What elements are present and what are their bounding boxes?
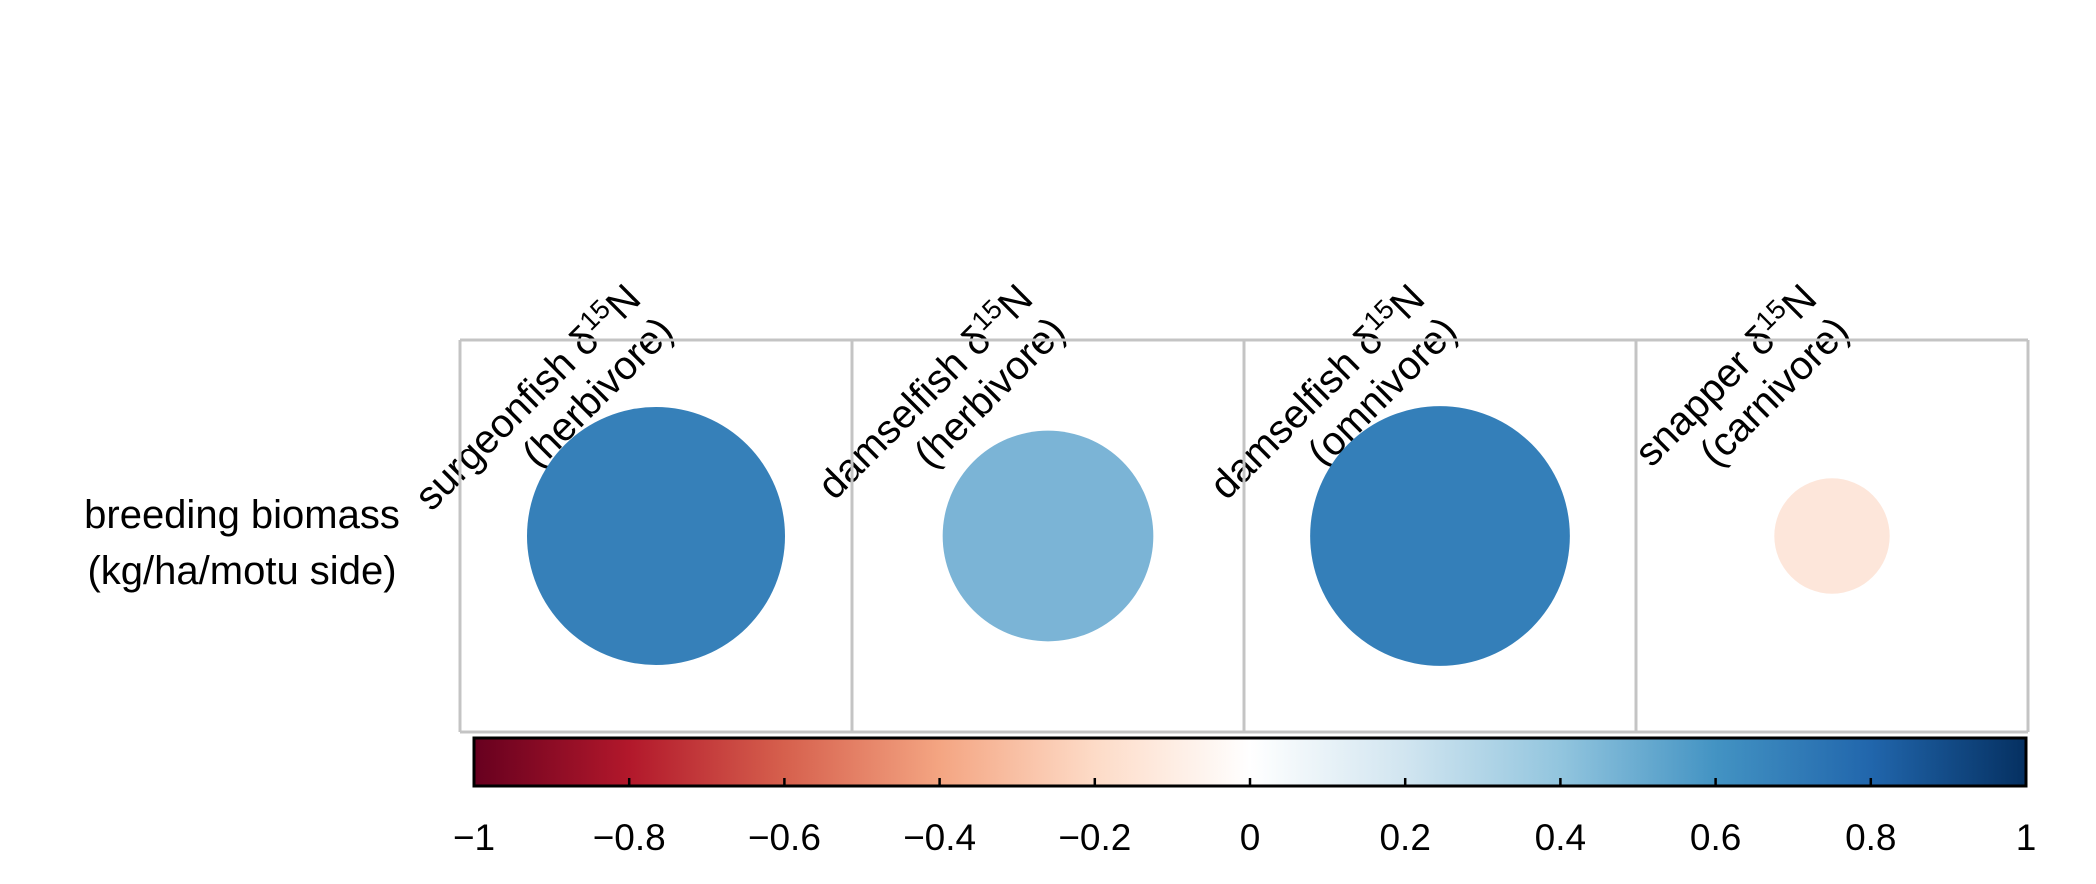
correlation-grid	[458, 338, 2030, 734]
colorbar-tick-label: 0.8	[1845, 817, 1896, 858]
grid-lines	[458, 338, 2030, 734]
colorbar-tick-label: 0.4	[1535, 817, 1586, 858]
column-label: snapper δ15N(carnivore)	[1624, 273, 1858, 507]
colorbar-tick-label: −0.8	[593, 817, 666, 858]
correlation-circle	[942, 430, 1154, 642]
colorbar-tick-label: −1	[453, 817, 495, 858]
row-label-line1: breeding biomass	[84, 493, 400, 537]
row-label-line2: (kg/ha/motu side)	[87, 549, 396, 593]
colorbar-tick-label: 0.2	[1379, 817, 1430, 858]
correlation-circle	[1774, 478, 1890, 594]
colorbar-tick-label: 1	[2016, 817, 2037, 858]
row-label: breeding biomass (kg/ha/motu side)	[84, 493, 400, 593]
correlation-circle	[526, 406, 786, 666]
colorbar-tick-label: −0.6	[748, 817, 821, 858]
colorbar-tick-label: −0.4	[903, 817, 976, 858]
colorbar: −1 −0.8 −0.6 −0.4 −0.2 0 0.2 0.4 0.6 0.8 1	[453, 736, 2037, 858]
correlation-circle	[1310, 406, 1570, 666]
colorbar-tick-label: 0	[1240, 817, 1261, 858]
row-labels: breeding biomass (kg/ha/motu side)	[84, 493, 400, 593]
colorbar-tick-label: −0.2	[1058, 817, 1131, 858]
colorbar-tick-label: 0.6	[1690, 817, 1741, 858]
